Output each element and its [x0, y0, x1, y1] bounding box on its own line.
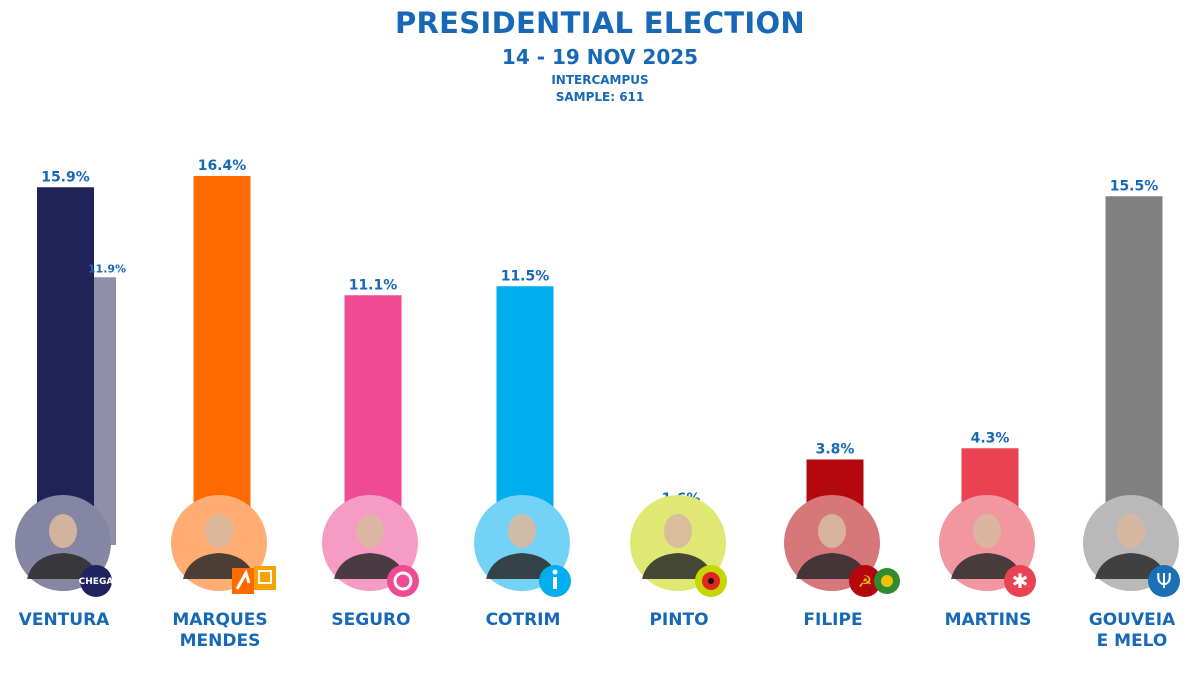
- data-label: 4.3%: [971, 430, 1010, 446]
- sample-size: SAMPLE: 611: [555, 90, 645, 104]
- portrait-shoulders: [486, 553, 558, 579]
- candidate-group: 11.1% SEGURO: [322, 277, 419, 630]
- portrait-shoulders: [1095, 553, 1167, 579]
- data-label: 15.9%: [41, 169, 90, 185]
- portrait-shoulders: [27, 553, 99, 579]
- portrait-face: [1117, 514, 1145, 548]
- portrait-shoulders: [334, 553, 406, 579]
- psd-arrow-icon: [235, 569, 251, 590]
- poll-dates: 14 - 19 NOV 2025: [501, 45, 699, 69]
- candidate-group: 4.3% ✱ MARTINS: [939, 430, 1036, 630]
- star-figure-icon: ✱: [1012, 569, 1029, 593]
- candidate-group: 3.8% ☭ FILIPE: [784, 442, 900, 630]
- il-dot-icon: [552, 569, 558, 575]
- candidate-group: 15.9% 11.9% CHEGA VENTURA: [15, 169, 126, 630]
- chega-logo: [80, 565, 112, 597]
- pollster-name: INTERCAMPUS: [551, 73, 649, 87]
- candidate-name: MARTINS: [945, 610, 1032, 630]
- chart-title: PRESIDENTIAL ELECTION: [395, 6, 805, 40]
- fist-icon: [393, 571, 413, 591]
- bar: [1105, 196, 1163, 545]
- data-label: 11.1%: [349, 277, 398, 293]
- sunflower-icon: [881, 575, 893, 587]
- secondary-data-label: 11.9%: [88, 262, 126, 275]
- candidate-group: 11.5% COTRIM: [474, 268, 571, 630]
- chega-logo-text: CHEGA: [79, 577, 114, 587]
- portrait-face: [49, 514, 77, 548]
- candidate-group: 1.6%PINTO: [630, 491, 727, 630]
- trident-logo: [1148, 565, 1180, 597]
- candidate-name: COTRIM: [486, 610, 561, 630]
- trident-icon: Ψ: [1156, 569, 1172, 593]
- data-label: 15.5%: [1110, 178, 1159, 194]
- cds-logo: [254, 566, 276, 590]
- portrait-shoulders: [951, 553, 1023, 579]
- data-label: 3.8%: [816, 442, 855, 458]
- data-label: 11.5%: [501, 268, 550, 284]
- candidate-name: GOUVEIA: [1089, 610, 1176, 630]
- be-logo: [1004, 565, 1036, 597]
- bar: [193, 176, 251, 545]
- portrait-face: [973, 514, 1001, 548]
- portrait-face: [205, 514, 233, 548]
- data-label: 16.4%: [198, 158, 247, 174]
- portrait-shoulders: [796, 553, 868, 579]
- secondary-bar: [94, 277, 116, 545]
- cds-square-icon: [258, 570, 272, 584]
- cdu-logo: [849, 565, 881, 597]
- hammer-sickle-icon: ☭: [858, 572, 872, 591]
- portrait-face: [664, 514, 692, 548]
- portrait-face: [508, 514, 536, 548]
- candidate-name: SEGURO: [331, 610, 410, 630]
- candidate-name: FILIPE: [803, 610, 862, 630]
- poppy-center-icon: [708, 578, 714, 584]
- bar: [37, 187, 94, 545]
- il-i-icon: [553, 577, 557, 589]
- ps-fist-logo: [387, 565, 419, 597]
- portrait-face: [818, 514, 846, 548]
- candidate-name: MENDES: [180, 631, 261, 651]
- portrait-face: [356, 514, 384, 548]
- candidate-name: VENTURA: [19, 610, 110, 630]
- candidate-name: E MELO: [1097, 631, 1168, 651]
- portrait-shoulders: [642, 553, 714, 579]
- candidate-name: PINTO: [649, 610, 708, 630]
- candidate-name: MARQUES: [172, 610, 267, 630]
